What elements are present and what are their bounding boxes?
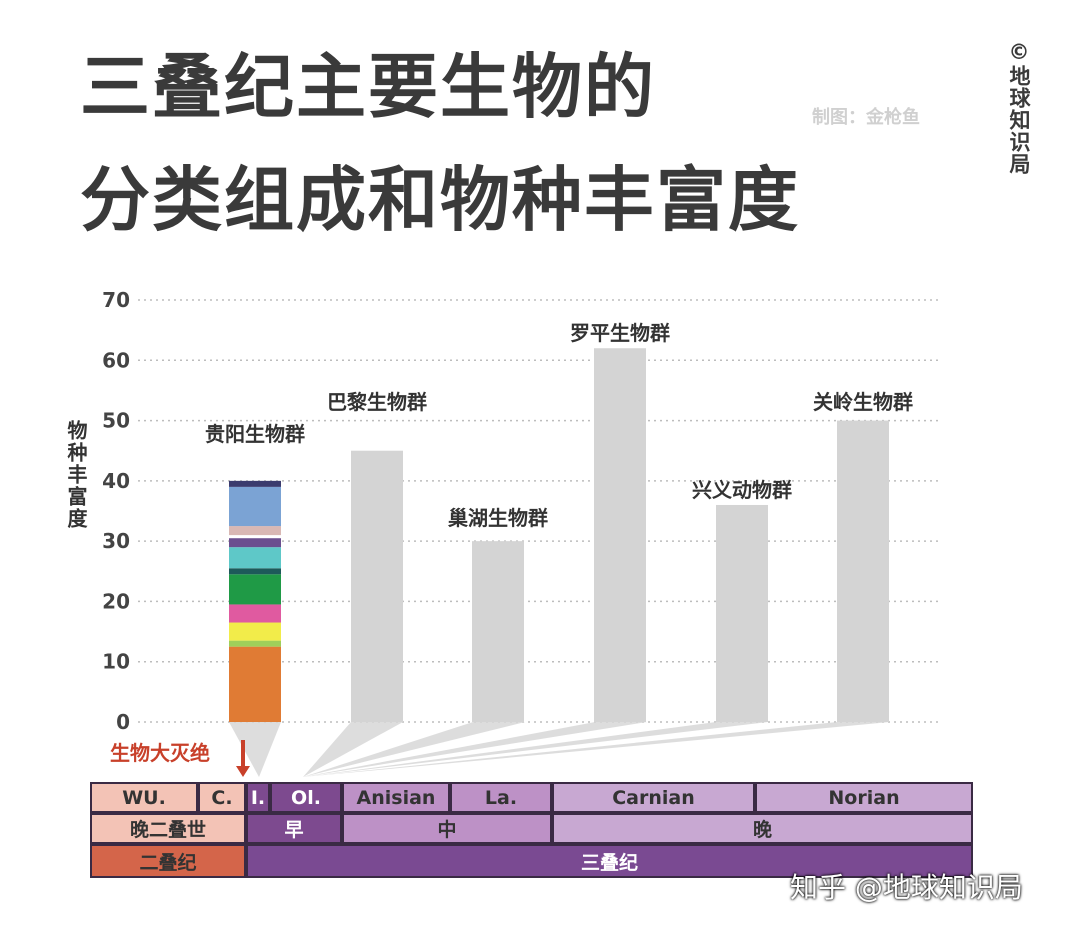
y-tick-label: 0 (116, 710, 130, 734)
timeline-cell: C. (198, 782, 246, 813)
title-line-2: 分类组成和物种丰富度 (80, 159, 800, 241)
bar-category-label: 关岭生物群 (813, 390, 913, 414)
title-line-1: 三叠纪主要生物的 (80, 46, 656, 128)
y-tick-label: 70 (102, 288, 130, 312)
y-tick-label: 10 (102, 650, 130, 674)
credit-text: 制图：金枪鱼 (812, 107, 920, 128)
bar-segment (229, 535, 281, 539)
bar-segment (229, 568, 281, 575)
y-axis-label: 物种丰富度 (64, 420, 88, 530)
bar-segment (229, 538, 281, 548)
bar (472, 541, 524, 722)
timeline-cell: 晚 (552, 813, 973, 844)
bar-category-label: 贵阳生物群 (205, 422, 305, 446)
bar (594, 348, 646, 722)
bar-segment (229, 480, 281, 487)
extinction-arrow-icon (236, 766, 250, 777)
timeline-cell: I. (246, 782, 270, 813)
y-tick-label: 40 (102, 469, 130, 493)
footer-watermark: 知乎 @地球知识局 (790, 871, 1023, 904)
bar-category-label: 兴义动物群 (692, 478, 792, 502)
brand-logo: ©地球知识局 (1007, 40, 1031, 175)
timeline-cell: 中 (342, 813, 552, 844)
y-tick-label: 30 (102, 529, 130, 553)
timeline-cell: Norian (755, 782, 973, 813)
extinction-annotation: 生物大灭绝 (110, 741, 210, 765)
bar (351, 450, 403, 722)
timeline-cell: La. (450, 782, 552, 813)
y-tick-label: 50 (102, 409, 130, 433)
bar-connector (303, 722, 647, 777)
bar-segment (229, 640, 281, 647)
bar-segment (229, 622, 281, 641)
bar-connector (303, 722, 403, 777)
y-tick-label: 20 (102, 589, 130, 613)
timeline-cell: 二叠纪 (90, 844, 246, 878)
y-tick-label: 60 (102, 348, 130, 372)
timeline-cell: WU. (90, 782, 198, 813)
bar-segment (229, 574, 281, 605)
bar-connector (229, 722, 281, 777)
timeline-cell: 晚二叠世 (90, 813, 246, 844)
bar-segment (229, 604, 281, 623)
timeline-cell: 三叠纪 (246, 844, 973, 878)
timeline-cell: Ol. (270, 782, 342, 813)
timeline-cell: Anisian (342, 782, 450, 813)
bar-segment (229, 646, 281, 722)
bar-segment (229, 526, 281, 536)
bar-category-label: 罗平生物群 (570, 321, 670, 345)
bar-segment (229, 547, 281, 569)
bar (837, 420, 889, 722)
bar-connector (303, 722, 525, 777)
bar-connector (303, 722, 768, 777)
bar-segment (229, 486, 281, 527)
bar-category-label: 巴黎生物群 (327, 390, 427, 414)
bar (716, 504, 768, 722)
timeline-cell: 早 (246, 813, 342, 844)
timeline-cell: Carnian (552, 782, 755, 813)
bar-category-label: 巢湖生物群 (447, 506, 548, 530)
bar-connector (303, 722, 890, 777)
